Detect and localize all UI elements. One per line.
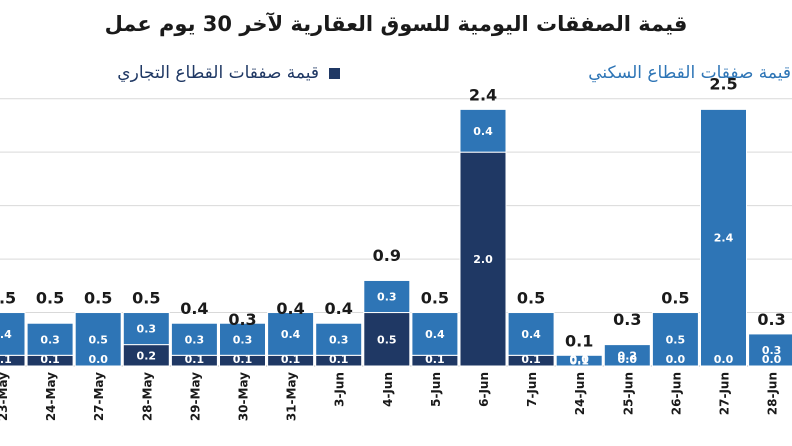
bar-residential-2 xyxy=(74,312,122,367)
data-label-residential-14: 0.5 xyxy=(666,333,686,346)
data-label-commercial-14: 0.0 xyxy=(666,353,686,366)
total-label-3: 0.5 xyxy=(132,289,160,308)
data-label-residential-4: 0.3 xyxy=(185,333,205,346)
data-label-residential-2: 0.5 xyxy=(88,333,108,346)
data-label-commercial-2: 0.0 xyxy=(88,353,108,366)
data-label-commercial-16: 0.0 xyxy=(762,353,782,366)
bar-residential-16 xyxy=(748,333,792,367)
data-label-commercial-10: 2.0 xyxy=(473,253,493,266)
data-label-residential-3: 0.3 xyxy=(137,323,157,336)
legend-label-residential: قيمة صفقات القطاع السكني xyxy=(588,63,791,83)
data-label-residential-1: 0.3 xyxy=(40,333,60,346)
legend-swatch-commercial xyxy=(329,67,340,79)
total-label-1: 0.5 xyxy=(36,289,64,308)
legend-item-residential: قيمة صفقات القطاع السكني xyxy=(588,62,792,84)
data-label-commercial-4: 0.1 xyxy=(185,353,205,366)
total-label-16: 0.3 xyxy=(757,310,785,329)
total-label-5: 0.3 xyxy=(228,310,256,329)
data-label-residential-13: 0.2 xyxy=(618,349,638,362)
x-tick-label-7: 3-Jun xyxy=(333,372,347,407)
data-label-residential-5: 0.3 xyxy=(233,333,253,346)
total-label-12: 0.1 xyxy=(565,331,593,350)
data-label-commercial-6: 0.1 xyxy=(281,353,301,366)
x-tick-label-3: 28-May xyxy=(140,372,154,421)
data-label-commercial-11: 0.1 xyxy=(521,353,541,366)
data-label-commercial-0: 0.1 xyxy=(0,353,12,366)
data-label-residential-11: 0.4 xyxy=(521,328,541,341)
bar-commercial-8 xyxy=(363,312,411,367)
data-label-commercial-15: 0.0 xyxy=(714,353,734,366)
data-label-commercial-12: 0.0 xyxy=(569,353,589,366)
total-label-0: 0.5 xyxy=(0,289,16,308)
x-tick-label-16: 28-Jun xyxy=(766,372,780,415)
bar-residential-13 xyxy=(603,344,651,367)
total-label-14: 0.5 xyxy=(661,289,689,308)
data-label-commercial-9: 0.1 xyxy=(425,353,445,366)
bar-residential-14 xyxy=(651,312,699,367)
data-label-residential-0: 0.4 xyxy=(0,328,12,341)
x-tick-label-13: 25-Jun xyxy=(621,372,635,415)
data-label-residential-16: 0.3 xyxy=(762,344,782,357)
bar-residential-1 xyxy=(26,322,74,356)
data-label-commercial-13: 0.0 xyxy=(618,353,638,366)
data-label-commercial-3: 0.2 xyxy=(137,349,157,362)
x-tick-label-8: 4-Jun xyxy=(381,372,395,407)
total-label-8: 0.9 xyxy=(373,246,401,265)
x-tick-label-12: 24-Jun xyxy=(573,372,587,415)
data-label-residential-6: 0.4 xyxy=(281,328,301,341)
total-label-7: 0.4 xyxy=(325,299,353,318)
total-label-2: 0.5 xyxy=(84,289,112,308)
data-label-residential-7: 0.3 xyxy=(329,333,349,346)
bar-residential-15 xyxy=(700,108,747,367)
bar-residential-10 xyxy=(459,108,507,153)
x-tick-label-6: 31-May xyxy=(285,372,299,421)
bar-residential-3 xyxy=(122,312,170,346)
x-tick-label-9: 5-Jun xyxy=(429,372,443,407)
bar-residential-5 xyxy=(219,322,266,356)
total-label-10: 2.4 xyxy=(469,85,497,104)
bar-residential-0 xyxy=(0,312,26,356)
data-label-residential-9: 0.4 xyxy=(425,328,445,341)
data-label-residential-8: 0.3 xyxy=(377,291,397,304)
x-tick-label-1: 24-May xyxy=(44,372,58,421)
bar-residential-7 xyxy=(315,322,363,356)
bar-residential-9 xyxy=(411,312,459,356)
bar-residential-6 xyxy=(267,312,315,356)
data-label-commercial-5: 0.1 xyxy=(233,353,253,366)
total-label-15: 2.5 xyxy=(709,75,737,94)
data-label-residential-10: 0.4 xyxy=(473,125,493,138)
x-tick-label-11: 7-Jun xyxy=(525,372,539,407)
x-tick-label-14: 26-Jun xyxy=(669,372,683,415)
total-label-6: 0.4 xyxy=(276,299,304,318)
bar-residential-4 xyxy=(170,322,218,356)
legend-item-commercial: قيمة صفقات القطاع التجاري xyxy=(117,62,340,84)
bar-residential-11 xyxy=(507,312,555,356)
data-label-commercial-7: 0.1 xyxy=(329,353,349,366)
x-tick-label-5: 30-May xyxy=(237,372,251,421)
chart-title: قيمة الصفقات اليومية للسوق العقارية لآخر… xyxy=(104,12,688,36)
total-label-9: 0.5 xyxy=(421,289,449,308)
total-label-11: 0.5 xyxy=(517,289,545,308)
total-label-13: 0.3 xyxy=(613,310,641,329)
x-tick-label-10: 6-Jun xyxy=(477,372,491,407)
x-tick-label-4: 29-May xyxy=(188,372,202,421)
x-tick-label-0: 23-May xyxy=(0,372,10,421)
x-tick-label-2: 27-May xyxy=(92,372,106,421)
x-tick-label-15: 27-Jun xyxy=(718,372,732,415)
bar-residential-12 xyxy=(555,354,603,367)
bar-residential-8 xyxy=(363,279,411,314)
data-label-residential-15: 2.4 xyxy=(714,232,734,245)
legend-label-commercial: قيمة صفقات القطاع التجاري xyxy=(117,63,319,83)
data-label-residential-12: 0.1 xyxy=(569,355,589,368)
data-label-commercial-1: 0.1 xyxy=(40,353,60,366)
total-label-4: 0.4 xyxy=(180,299,208,318)
data-label-commercial-8: 0.5 xyxy=(377,333,397,346)
